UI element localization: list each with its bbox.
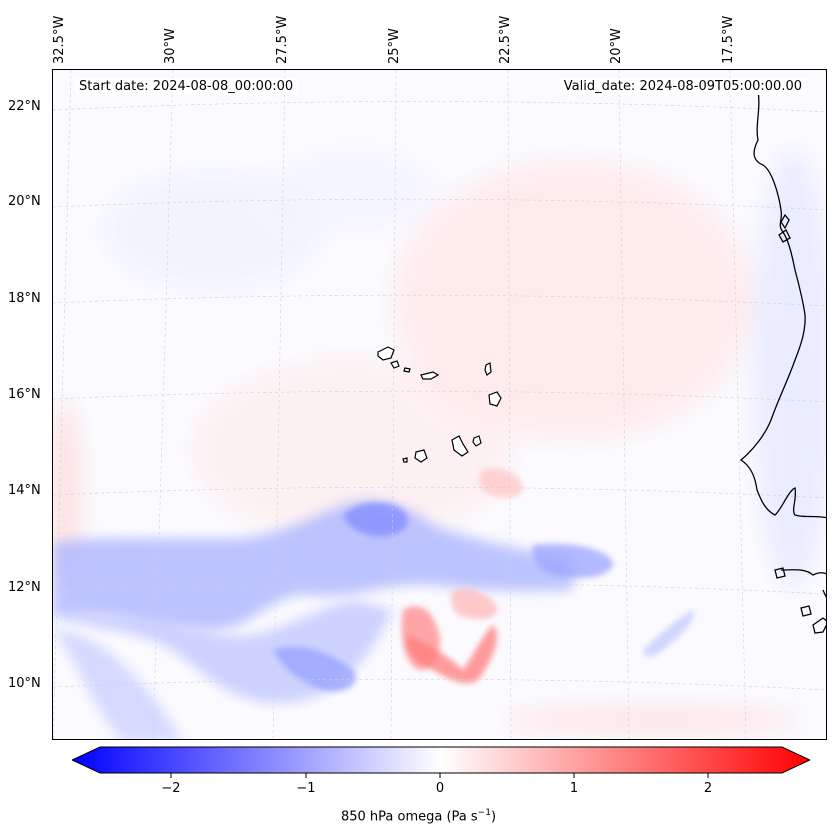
colorbar-tick-neg1: −1 bbox=[296, 781, 316, 796]
colorbar-tick-neg2: −2 bbox=[161, 781, 181, 796]
lat-label-20n: 20°N bbox=[8, 194, 41, 209]
lat-label-12n: 12°N bbox=[8, 580, 41, 595]
colorbar-label-exponent: −1 bbox=[477, 808, 491, 818]
lon-label-20w: 20°W bbox=[609, 28, 624, 64]
lat-label-10n: 10°N bbox=[8, 676, 41, 691]
lat-label-18n: 18°N bbox=[8, 291, 41, 306]
cape-verde-islands bbox=[377, 346, 502, 463]
start-date-text: Start date: 2024-08-08_00:00:00 bbox=[79, 79, 294, 94]
map-panel: Start date: 2024-08-08_00:00:00 Valid_da… bbox=[52, 69, 827, 740]
map-canvas bbox=[53, 70, 826, 739]
colorbar-ticks bbox=[170, 773, 709, 778]
africa-coastline bbox=[739, 89, 826, 634]
graticule-lines bbox=[53, 70, 826, 739]
lat-label-16n: 16°N bbox=[8, 387, 41, 402]
colorbar-body bbox=[72, 746, 810, 774]
colorbar-tick-1: 1 bbox=[569, 781, 579, 796]
lon-label-32-5w: 32.5°W bbox=[52, 15, 67, 64]
colorbar bbox=[72, 746, 810, 778]
start-date-box: Start date: 2024-08-08_00:00:00 bbox=[75, 78, 298, 95]
lon-label-30w: 30°W bbox=[163, 28, 178, 64]
colorbar-label: 850 hPa omega (Pa s−1) bbox=[0, 808, 837, 824]
colorbar-tick-2: 2 bbox=[703, 781, 713, 796]
lon-label-25w: 25°W bbox=[387, 28, 402, 64]
omega-positive-patches bbox=[401, 468, 523, 684]
colorbar-label-text: 850 hPa omega (Pa s bbox=[340, 809, 478, 825]
lon-label-22-5w: 22.5°W bbox=[498, 15, 513, 64]
omega-negative-band bbox=[53, 501, 694, 739]
lon-label-17-5w: 17.5°W bbox=[721, 15, 736, 64]
lat-label-14n: 14°N bbox=[8, 483, 41, 498]
omega-field-background bbox=[53, 150, 826, 732]
valid-date-text: Valid_date: 2024-08-09T05:00:00.00 bbox=[563, 79, 802, 94]
lon-label-27-5w: 27.5°W bbox=[275, 15, 290, 64]
colorbar-label-close: ) bbox=[490, 809, 497, 825]
valid-date-box: Valid_date: 2024-08-09T05:00:00.00 bbox=[559, 78, 806, 95]
colorbar-tick-0: 0 bbox=[435, 781, 445, 796]
lat-label-22n: 22°N bbox=[8, 99, 41, 114]
